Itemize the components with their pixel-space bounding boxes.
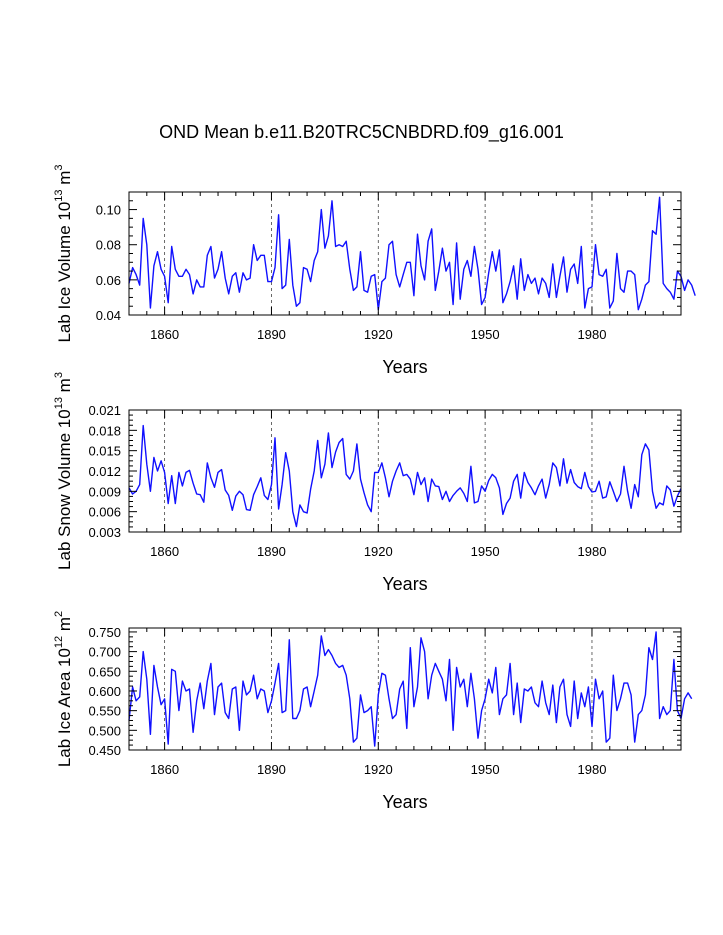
ice-volume-ylabel-exp: 13 bbox=[53, 189, 65, 201]
snow-volume-ytick-label-0.015: 0.015 bbox=[88, 444, 121, 459]
ice-area-ytick-label-0.550: 0.550 bbox=[88, 704, 121, 719]
ice-volume-xlabel: Years bbox=[382, 357, 427, 377]
ice-area-xtick-label-1950: 1950 bbox=[471, 762, 500, 777]
snow-volume-xtick-label-1890: 1890 bbox=[257, 544, 286, 559]
ice-area-plot-frame bbox=[128, 627, 682, 751]
snow-volume-ytick-label-0.018: 0.018 bbox=[88, 423, 121, 438]
ice-volume-ylabel-unit-exp: 3 bbox=[53, 164, 65, 170]
snow-volume-plot-frame bbox=[128, 409, 682, 533]
snow-volume-ytick-label-0.006: 0.006 bbox=[88, 505, 121, 520]
ice-volume-ytick-label-0.08: 0.08 bbox=[96, 238, 121, 253]
ice-area-ylabel-unit-exp: 2 bbox=[53, 611, 65, 617]
snow-volume-xlabel: Years bbox=[382, 574, 427, 594]
ice-volume-xtick-label-1860: 1860 bbox=[150, 327, 179, 342]
ice-area-ylabel: Lab Ice Area 1012 m2 bbox=[53, 611, 74, 767]
snow-volume-ylabel: Lab Snow Volume 1013 m3 bbox=[53, 372, 74, 570]
ice-area-ylabel-text: Lab Ice Area 10 bbox=[55, 648, 74, 767]
ice-volume-ytick-label-0.10: 0.10 bbox=[96, 203, 121, 218]
ice-volume-xtick-label-1950: 1950 bbox=[471, 327, 500, 342]
ice-area-xtick-label-1980: 1980 bbox=[578, 762, 607, 777]
ice-area-ylabel-exp: 12 bbox=[53, 636, 65, 648]
ice-area-xtick-label-1920: 1920 bbox=[364, 762, 393, 777]
snow-volume-ylabel-text: Lab Snow Volume 10 bbox=[55, 409, 74, 570]
snow-volume-ylabel-unit-exp: 3 bbox=[53, 372, 65, 378]
ice-area-ytick-label-0.600: 0.600 bbox=[88, 684, 121, 699]
ice-volume-xtick-label-1920: 1920 bbox=[364, 327, 393, 342]
ice-area-ytick-label-0.650: 0.650 bbox=[88, 664, 121, 679]
snow-volume-ytick-label-0.003: 0.003 bbox=[88, 525, 121, 540]
ice-area-xtick-label-1890: 1890 bbox=[257, 762, 286, 777]
panel-ice-area: 1860 1890 1920 1950 1980 0.450 0.500 0.550 0.600… bbox=[53, 611, 693, 812]
ice-volume-ylabel: Lab Ice Volume 1013 m3 bbox=[53, 164, 74, 342]
panel-snow-volume: 1860 1890 1920 1950 1980 0.003 0.006 0.009 0.012… bbox=[53, 372, 682, 594]
ice-area-ylabel-unit: m bbox=[55, 617, 74, 636]
ice-volume-xtick-label-1890: 1890 bbox=[257, 327, 286, 342]
ice-volume-ylabel-unit: m bbox=[55, 171, 74, 190]
panel-ice-volume: 1860 1890 1920 1950 1980 0.04 0.06 0.08 0.10 Year… bbox=[53, 164, 696, 377]
chart-title: OND Mean b.e11.B20TRC5CNBDRD.f09_g16.001 bbox=[159, 122, 564, 142]
snow-volume-ytick-label-0.012: 0.012 bbox=[88, 464, 121, 479]
snow-volume-series-line bbox=[128, 424, 682, 528]
snow-volume-ytick-label-0.009: 0.009 bbox=[88, 484, 121, 499]
ice-area-ytick-label-0.700: 0.700 bbox=[88, 645, 121, 660]
ice-volume-xtick-label-1980: 1980 bbox=[578, 327, 607, 342]
snow-volume-xtick-label-1860: 1860 bbox=[150, 544, 179, 559]
ice-area-xlabel: Years bbox=[382, 792, 427, 812]
ice-volume-ytick-label-0.04: 0.04 bbox=[96, 308, 121, 323]
ice-area-ytick-label-0.500: 0.500 bbox=[88, 723, 121, 738]
ice-area-series-line bbox=[128, 631, 693, 747]
snow-volume-xtick-label-1920: 1920 bbox=[364, 544, 393, 559]
snow-volume-xtick-label-1980: 1980 bbox=[578, 544, 607, 559]
snow-volume-ylabel-exp: 13 bbox=[53, 397, 65, 409]
ice-area-ytick-label-0.450: 0.450 bbox=[88, 743, 121, 758]
ice-volume-ytick-label-0.06: 0.06 bbox=[96, 273, 121, 288]
ice-area-xtick-label-1860: 1860 bbox=[150, 762, 179, 777]
ice-area-ytick-label-0.750: 0.750 bbox=[88, 625, 121, 640]
snow-volume-xtick-label-1950: 1950 bbox=[471, 544, 500, 559]
snow-volume-ylabel-unit: m bbox=[55, 378, 74, 397]
ice-volume-series-line bbox=[128, 196, 696, 311]
ice-volume-ylabel-text: Lab Ice Volume 10 bbox=[55, 202, 74, 343]
snow-volume-ytick-label-0.021: 0.021 bbox=[88, 403, 121, 418]
